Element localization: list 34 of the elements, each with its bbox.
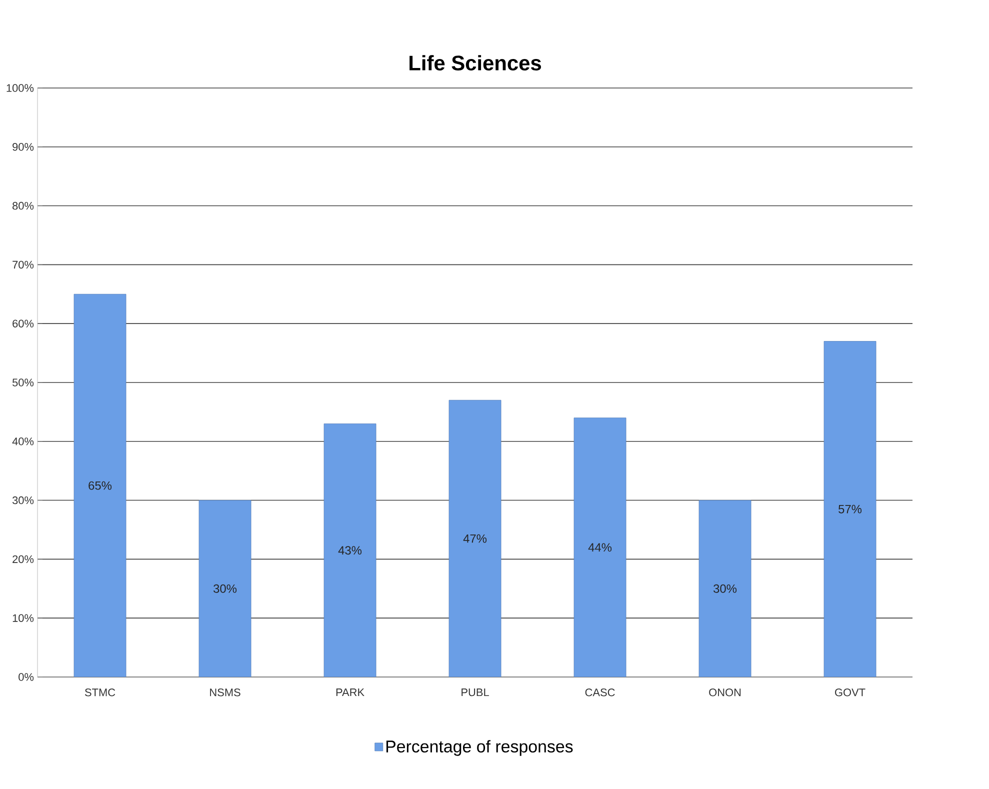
y-tick-label: 100% bbox=[6, 84, 34, 92]
y-tick-label: 20% bbox=[12, 555, 34, 564]
y-tick-label: 0% bbox=[18, 673, 34, 681]
data-label: 30% bbox=[214, 584, 237, 593]
chart-title: Life Sciences bbox=[410, 55, 541, 70]
x-tick-label: ONON bbox=[709, 688, 741, 696]
bar bbox=[324, 424, 376, 677]
data-label: 47% bbox=[463, 534, 487, 543]
bar bbox=[448, 400, 502, 677]
x-tick-label: CASC bbox=[585, 688, 615, 696]
y-tick-label: 10% bbox=[12, 614, 34, 622]
data-label: 57% bbox=[838, 504, 862, 514]
x-tick-label: PARK bbox=[336, 688, 364, 696]
x-tick-label: GOVT bbox=[835, 688, 866, 696]
y-tick-label: 80% bbox=[12, 202, 34, 210]
x-tick-label: NSMS bbox=[210, 688, 240, 696]
y-tick-label: 90% bbox=[12, 143, 34, 151]
data-label: 65% bbox=[88, 481, 112, 490]
x-tick-label: PUBL bbox=[462, 688, 489, 696]
bar bbox=[74, 294, 126, 677]
bar bbox=[198, 500, 252, 677]
x-tick-label: STMC bbox=[84, 688, 116, 696]
data-label: 43% bbox=[338, 546, 362, 555]
bar bbox=[824, 341, 876, 677]
y-tick-label: 30% bbox=[12, 496, 34, 504]
y-tick-label: 70% bbox=[12, 260, 34, 269]
bar bbox=[574, 418, 626, 677]
y-tick-label: 50% bbox=[12, 378, 34, 386]
y-tick-label: 60% bbox=[12, 320, 34, 328]
data-label: 44% bbox=[588, 543, 612, 552]
y-tick-label: 40% bbox=[12, 438, 34, 446]
bar bbox=[698, 500, 752, 677]
data-label: 30% bbox=[714, 584, 737, 593]
legend-label: Percentage of responses bbox=[386, 740, 573, 756]
